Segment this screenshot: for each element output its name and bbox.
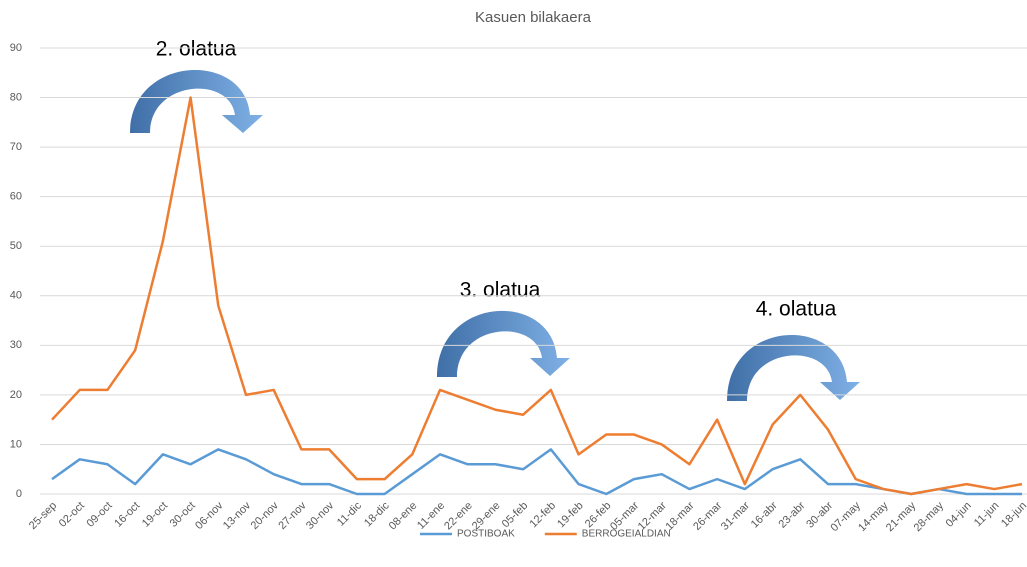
series-line [51, 96, 1023, 496]
chart-title: Kasuen bilakaera [475, 9, 592, 26]
y-tick-label: 70 [10, 141, 22, 153]
x-tick-label: 30-oct [168, 500, 198, 530]
x-tick-label: 16-abr [749, 499, 780, 530]
y-tick-label: 60 [10, 191, 22, 203]
x-tick-label: 30-nov [304, 499, 337, 532]
x-tick-label: 09-oct [84, 500, 114, 530]
x-tick-label: 27-nov [276, 499, 309, 532]
x-tick-label: 22-ene [442, 500, 475, 533]
x-tick-label: 26-mar [691, 499, 724, 532]
x-tick-label: 12-feb [527, 500, 558, 531]
annotation: 2. olatua [156, 38, 237, 61]
x-tick-label: 23-abr [776, 499, 807, 530]
x-tick-label: 31-mar [719, 499, 752, 532]
x-tick-label: 19-feb [555, 500, 586, 531]
series-line [51, 448, 1022, 496]
x-tick-label: 11-ene [415, 500, 447, 532]
y-tick-label: 20 [10, 389, 22, 401]
x-tick-label: 18-jun [999, 500, 1027, 530]
x-tick-label: 29-ene [470, 500, 503, 533]
x-tick-label: 14-may [856, 499, 891, 534]
x-tick-label: 04-jun [944, 500, 974, 530]
y-tick-label: 0 [16, 488, 22, 500]
x-tick-label: 21-may [884, 499, 919, 534]
x-tick-label: 08-ene [387, 500, 420, 533]
y-tick-label: 90 [10, 42, 22, 54]
legend-label: POSTIBOAK [457, 529, 515, 540]
annotation: 3. olatua [460, 279, 541, 302]
y-tick-label: 40 [10, 290, 22, 302]
y-tick-label: 80 [10, 91, 22, 103]
x-tick-label: 13-nov [221, 499, 254, 532]
wave-arrows [130, 70, 860, 401]
x-tick-label: 07-may [828, 499, 863, 534]
x-tick-label: 05-feb [500, 500, 531, 531]
y-tick-label: 50 [10, 240, 22, 252]
x-tick-label: 16-oct [112, 500, 142, 530]
x-tick-label: 28-may [912, 499, 947, 534]
x-tick-label: 06-nov [193, 499, 226, 532]
y-tick-label: 10 [10, 438, 22, 450]
x-tick-label: 19-oct [140, 500, 170, 530]
x-tick-label: 25-sep [27, 500, 59, 532]
x-tick-label: 11-jun [972, 500, 1002, 530]
legend-label: BERROGEIALDIAN [582, 529, 671, 540]
x-tick-label: 20-nov [249, 499, 282, 532]
x-tick-label: 11-dic [335, 499, 364, 528]
annotation: 4. olatua [756, 298, 837, 321]
x-tick-label: 02-oct [57, 500, 87, 530]
y-tick-label: 30 [10, 339, 22, 351]
